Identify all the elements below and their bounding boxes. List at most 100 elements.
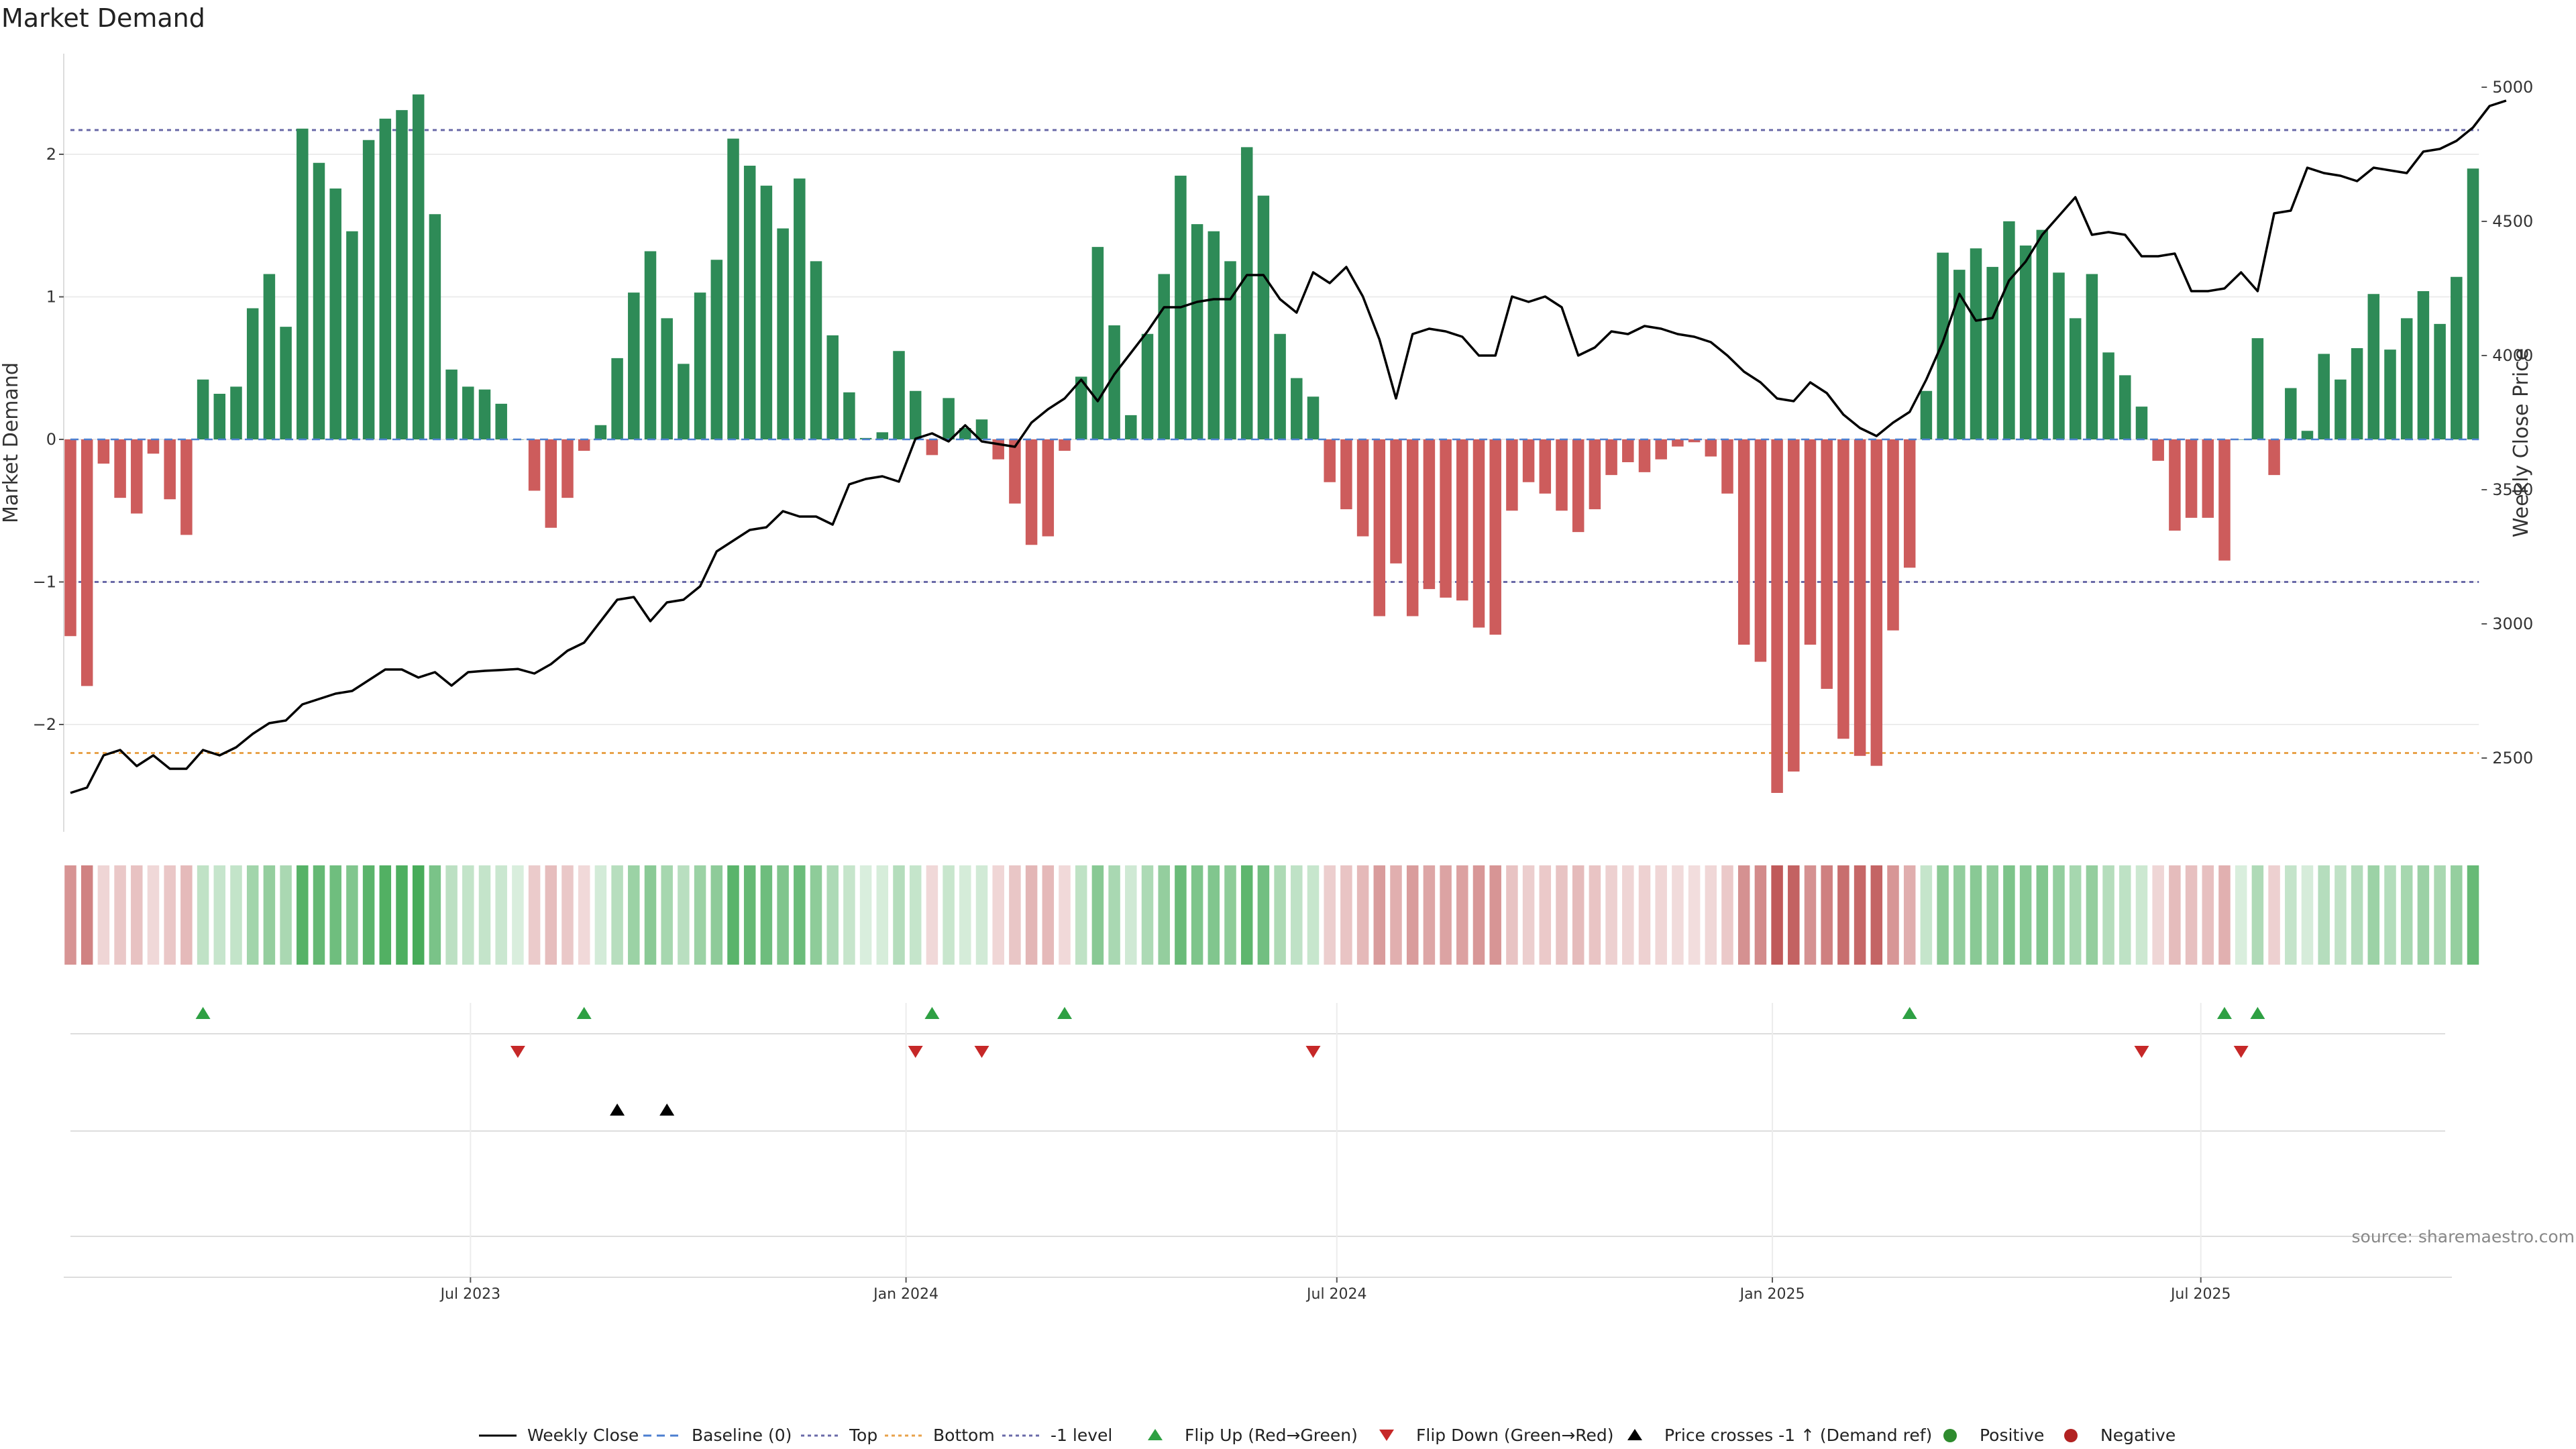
demand-bar — [893, 351, 905, 439]
demand-bar — [2351, 348, 2363, 439]
demand-bar — [2367, 294, 2380, 439]
heat-cell — [1605, 865, 1617, 965]
heat-cell — [1324, 865, 1336, 965]
demand-bar — [2251, 338, 2264, 439]
demand-bar — [396, 110, 408, 439]
heat-cell — [1307, 865, 1320, 965]
demand-bar — [2285, 388, 2297, 439]
y2-tick-label: 4000 — [2492, 346, 2533, 365]
demand-bar — [794, 178, 806, 439]
heat-cell — [2119, 865, 2131, 965]
demand-bar — [2334, 379, 2347, 439]
legend: Weekly Close Baseline (0) Top Bottom -1 leve… — [479, 1426, 2176, 1445]
heat-cell — [2417, 865, 2430, 965]
heat-cell — [1456, 865, 1468, 965]
demand-bar — [1042, 439, 1055, 537]
heat-cell — [760, 865, 773, 965]
heat-cell — [2036, 865, 2049, 965]
y2-tick-label: 3500 — [2492, 480, 2533, 499]
demand-bar — [230, 386, 242, 439]
demand-bars — [64, 94, 2479, 793]
y-tick-label: 0 — [46, 430, 56, 449]
demand-bar — [661, 318, 673, 439]
demand-bar — [246, 308, 259, 439]
heat-cell — [64, 865, 76, 965]
heat-cell — [2169, 865, 2181, 965]
heat-cell — [445, 865, 458, 965]
demand-bar — [1307, 396, 1320, 439]
demand-bar — [1589, 439, 1601, 510]
heat-cell — [2019, 865, 2032, 965]
demand-bar — [1986, 266, 1998, 439]
demand-bar — [727, 138, 739, 439]
heat-cell — [1556, 865, 1568, 965]
demand-bar — [462, 386, 474, 439]
demand-bar — [2086, 274, 2098, 439]
heat-cell — [97, 865, 110, 965]
heat-cell — [1754, 865, 1767, 965]
demand-bar — [826, 335, 839, 439]
legend-swatch — [2064, 1429, 2078, 1442]
demand-bar — [64, 439, 76, 637]
legend-label: Weekly Close — [527, 1426, 639, 1445]
demand-bar — [2202, 439, 2214, 518]
heat-cell — [1356, 865, 1369, 965]
demand-bar — [197, 379, 209, 439]
demand-bar — [1837, 439, 1849, 739]
demand-bar — [164, 439, 176, 500]
heat-cell — [2301, 865, 2314, 965]
demand-bar — [678, 364, 690, 439]
demand-bar — [2417, 291, 2430, 439]
heat-cell — [876, 865, 889, 965]
demand-bar — [297, 128, 309, 439]
demand-bar — [1721, 439, 1733, 494]
heat-cell — [545, 865, 557, 965]
demand-bar — [2400, 318, 2413, 439]
demand-bar — [1224, 261, 1236, 439]
event-markers — [195, 1007, 2265, 1116]
heat-cell — [959, 865, 971, 965]
heat-cell — [180, 865, 193, 965]
demand-bar — [1506, 439, 1518, 511]
demand-bar — [445, 369, 458, 439]
demand-bar — [1937, 252, 1949, 439]
demand-bar — [80, 439, 93, 686]
heat-cell — [2367, 865, 2380, 965]
heat-cell — [1522, 865, 1535, 965]
heat-cell — [1737, 865, 1750, 965]
heat-cell — [1373, 865, 1386, 965]
demand-bar — [1191, 224, 1203, 439]
heat-cell — [578, 865, 590, 965]
legend-item: Baseline (0) — [643, 1426, 792, 1445]
legend-item: Weekly Close — [479, 1426, 639, 1445]
heat-cell — [412, 865, 425, 965]
demand-bar — [1771, 439, 1783, 793]
y2-tick-label: 4500 — [2492, 212, 2533, 231]
heat-cell — [710, 865, 723, 965]
demand-bar — [1572, 439, 1585, 533]
demand-bar — [1356, 439, 1369, 537]
heat-cell — [1208, 865, 1220, 965]
demand-bar — [975, 419, 988, 439]
heat-cell — [1572, 865, 1585, 965]
heat-cell — [1506, 865, 1518, 965]
heat-cell — [2400, 865, 2413, 965]
demand-bar — [628, 292, 640, 439]
heat-cell — [644, 865, 657, 965]
demand-bar — [760, 185, 773, 439]
demand-bar — [2218, 439, 2231, 561]
main-axes: Market Demand Weekly Close Price — [0, 54, 2533, 832]
heat-cell — [1788, 865, 1800, 965]
heat-cell — [678, 865, 690, 965]
x-tick-label: Jan 2025 — [1739, 1286, 1805, 1303]
y-tick-label: 1 — [46, 288, 56, 307]
heat-cell — [80, 865, 93, 965]
heat-cell — [1091, 865, 1104, 965]
demand-bar — [1440, 439, 1452, 598]
heat-cell — [1887, 865, 1899, 965]
demand-bar — [943, 398, 955, 439]
heat-cell — [213, 865, 226, 965]
demand-bar — [1059, 439, 1071, 451]
demand-bar — [1737, 439, 1750, 645]
